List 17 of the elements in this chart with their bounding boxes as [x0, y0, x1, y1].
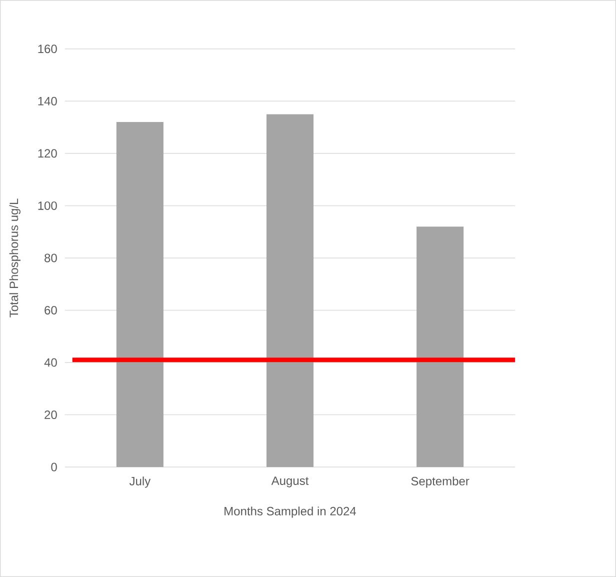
x-tick-label: August	[271, 476, 309, 488]
x-axis-title: Months Sampled in 2024	[224, 506, 356, 518]
y-tick-label: 160	[38, 44, 57, 54]
x-tick-label: July	[129, 476, 151, 488]
y-tick-label: 80	[44, 254, 57, 262]
y-tick-label: 140	[38, 96, 57, 106]
y-axis-title: Total Phosphorus ug/L	[9, 198, 21, 318]
y-tick-label: 20	[44, 410, 57, 420]
x-tick-label: September	[411, 476, 470, 488]
y-tick-label: 0	[51, 462, 57, 472]
bar	[416, 226, 464, 468]
y-tick-label: 100	[38, 201, 57, 210]
y-tick-label: 40	[44, 358, 57, 367]
bar	[116, 122, 164, 468]
y-tick-label: 120	[38, 149, 57, 158]
bar	[266, 114, 314, 468]
y-tick-label: 60	[44, 306, 57, 315]
